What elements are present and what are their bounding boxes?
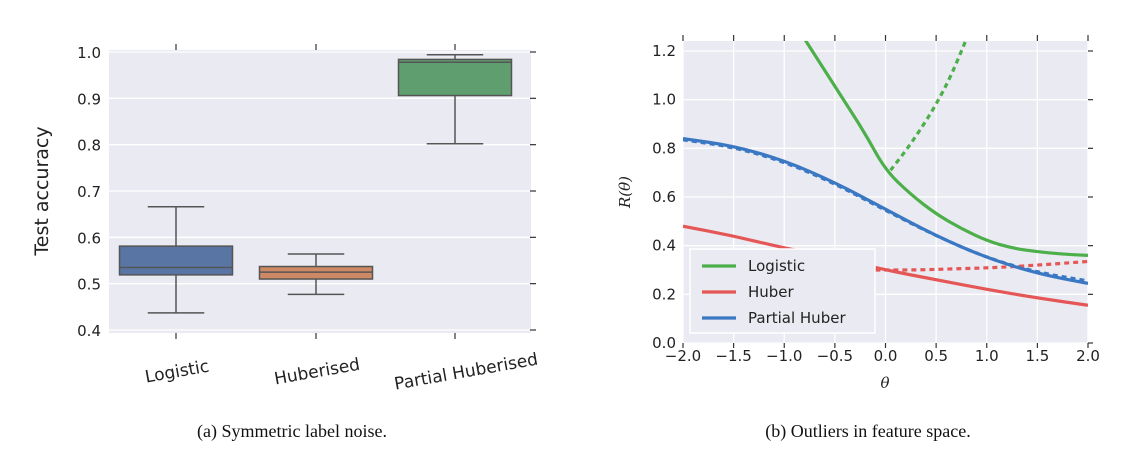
panel-a-y-axis-label: Test accuracy — [31, 126, 53, 256]
box-iqr — [397, 58, 513, 97]
panel-b-y-tick-label: 0.4 — [652, 237, 676, 255]
box-logistic — [118, 206, 234, 314]
box-partial-huberised — [397, 54, 513, 145]
x-tick-label-partial-huberised: Partial Huberised — [393, 350, 540, 395]
panel-b-x-tick-label: −0.5 — [817, 347, 853, 365]
panel-a-box-plot: 0.4 0.5 0.6 0.7 0.8 0.9 1.0 Logistic Huberised P… — [31, 44, 539, 442]
series-logistic-dashed — [889, 41, 968, 172]
panel-b-y-tick-label: 1.0 — [652, 91, 676, 109]
x-tick-label-huberised: Huberised — [273, 355, 362, 390]
panel-b-x-tick-label: −2.0 — [665, 347, 701, 365]
panel-a-gridlines — [109, 51, 531, 331]
panel-b-x-tick-label: −1.5 — [715, 347, 751, 365]
panel-a-y-tick-label: 0.8 — [77, 137, 101, 155]
panel-b-x-tick-label: 0.5 — [924, 347, 948, 365]
panel-a-caption: (a) Symmetric label noise. — [197, 421, 387, 442]
panel-b-x-tick-label: 0.0 — [874, 347, 898, 365]
series-partial-huber — [683, 137, 1088, 285]
panel-b-line-plot: −2.0 −1.5 −1.0 −0.5 0.0 0.5 1.0 1.5 2.0 0.0 0.2 0.4… — [616, 35, 1100, 442]
panel-b-x-tick-label: 2.0 — [1076, 347, 1100, 365]
panel-b-x-axis-label: θ — [880, 374, 889, 392]
panel-b-ticks: −2.0 −1.5 −1.0 −0.5 0.0 0.5 1.0 1.5 2.0 0.0 0.2 0.4… — [652, 35, 1100, 365]
panel-b-x-tick-label: 1.5 — [1025, 347, 1049, 365]
panel-b-y-axis-label: R(θ) — [616, 176, 634, 209]
panel-a-y-tick-label: 0.4 — [77, 322, 101, 340]
panel-a-x-tick-labels: Logistic Huberised Partial Huberised — [144, 350, 540, 395]
panel-b-y-tick-label: 0.6 — [652, 188, 676, 206]
panel-b-y-tick-label: 0.2 — [652, 285, 676, 303]
legend-label-huber: Huber — [748, 283, 795, 301]
panel-b-x-tick-label: −1.0 — [766, 347, 802, 365]
panel-a-y-tick-label: 1.0 — [77, 44, 101, 62]
panel-b-y-tick-label: 1.2 — [652, 42, 676, 60]
panel-b-caption: (b) Outliers in feature space. — [765, 421, 970, 442]
x-tick-label-logistic: Logistic — [144, 357, 211, 388]
legend-label-logistic: Logistic — [748, 257, 805, 275]
panel-b-x-tick-label: 1.0 — [975, 347, 999, 365]
box-iqr — [118, 245, 234, 276]
panel-a-y-tick-label: 0.5 — [77, 276, 101, 294]
panel-b-y-tick-label: 0.0 — [652, 334, 676, 352]
legend-label-partial-huber: Partial Huber — [748, 309, 846, 327]
panel-a-boxes — [118, 54, 513, 314]
panel-a-y-ticks: 0.4 0.5 0.6 0.7 0.8 0.9 1.0 — [77, 44, 536, 340]
panel-a-y-tick-label: 0.6 — [77, 229, 101, 247]
panel-a-y-tick-label: 0.9 — [77, 90, 101, 108]
panel-a-y-tick-label: 0.7 — [77, 183, 101, 201]
series-logistic — [803, 41, 1088, 257]
panel-b-y-tick-label: 0.8 — [652, 139, 676, 157]
box-huberised — [258, 253, 374, 296]
panel-b-legend: Logistic Huber Partial Huber — [689, 248, 876, 334]
